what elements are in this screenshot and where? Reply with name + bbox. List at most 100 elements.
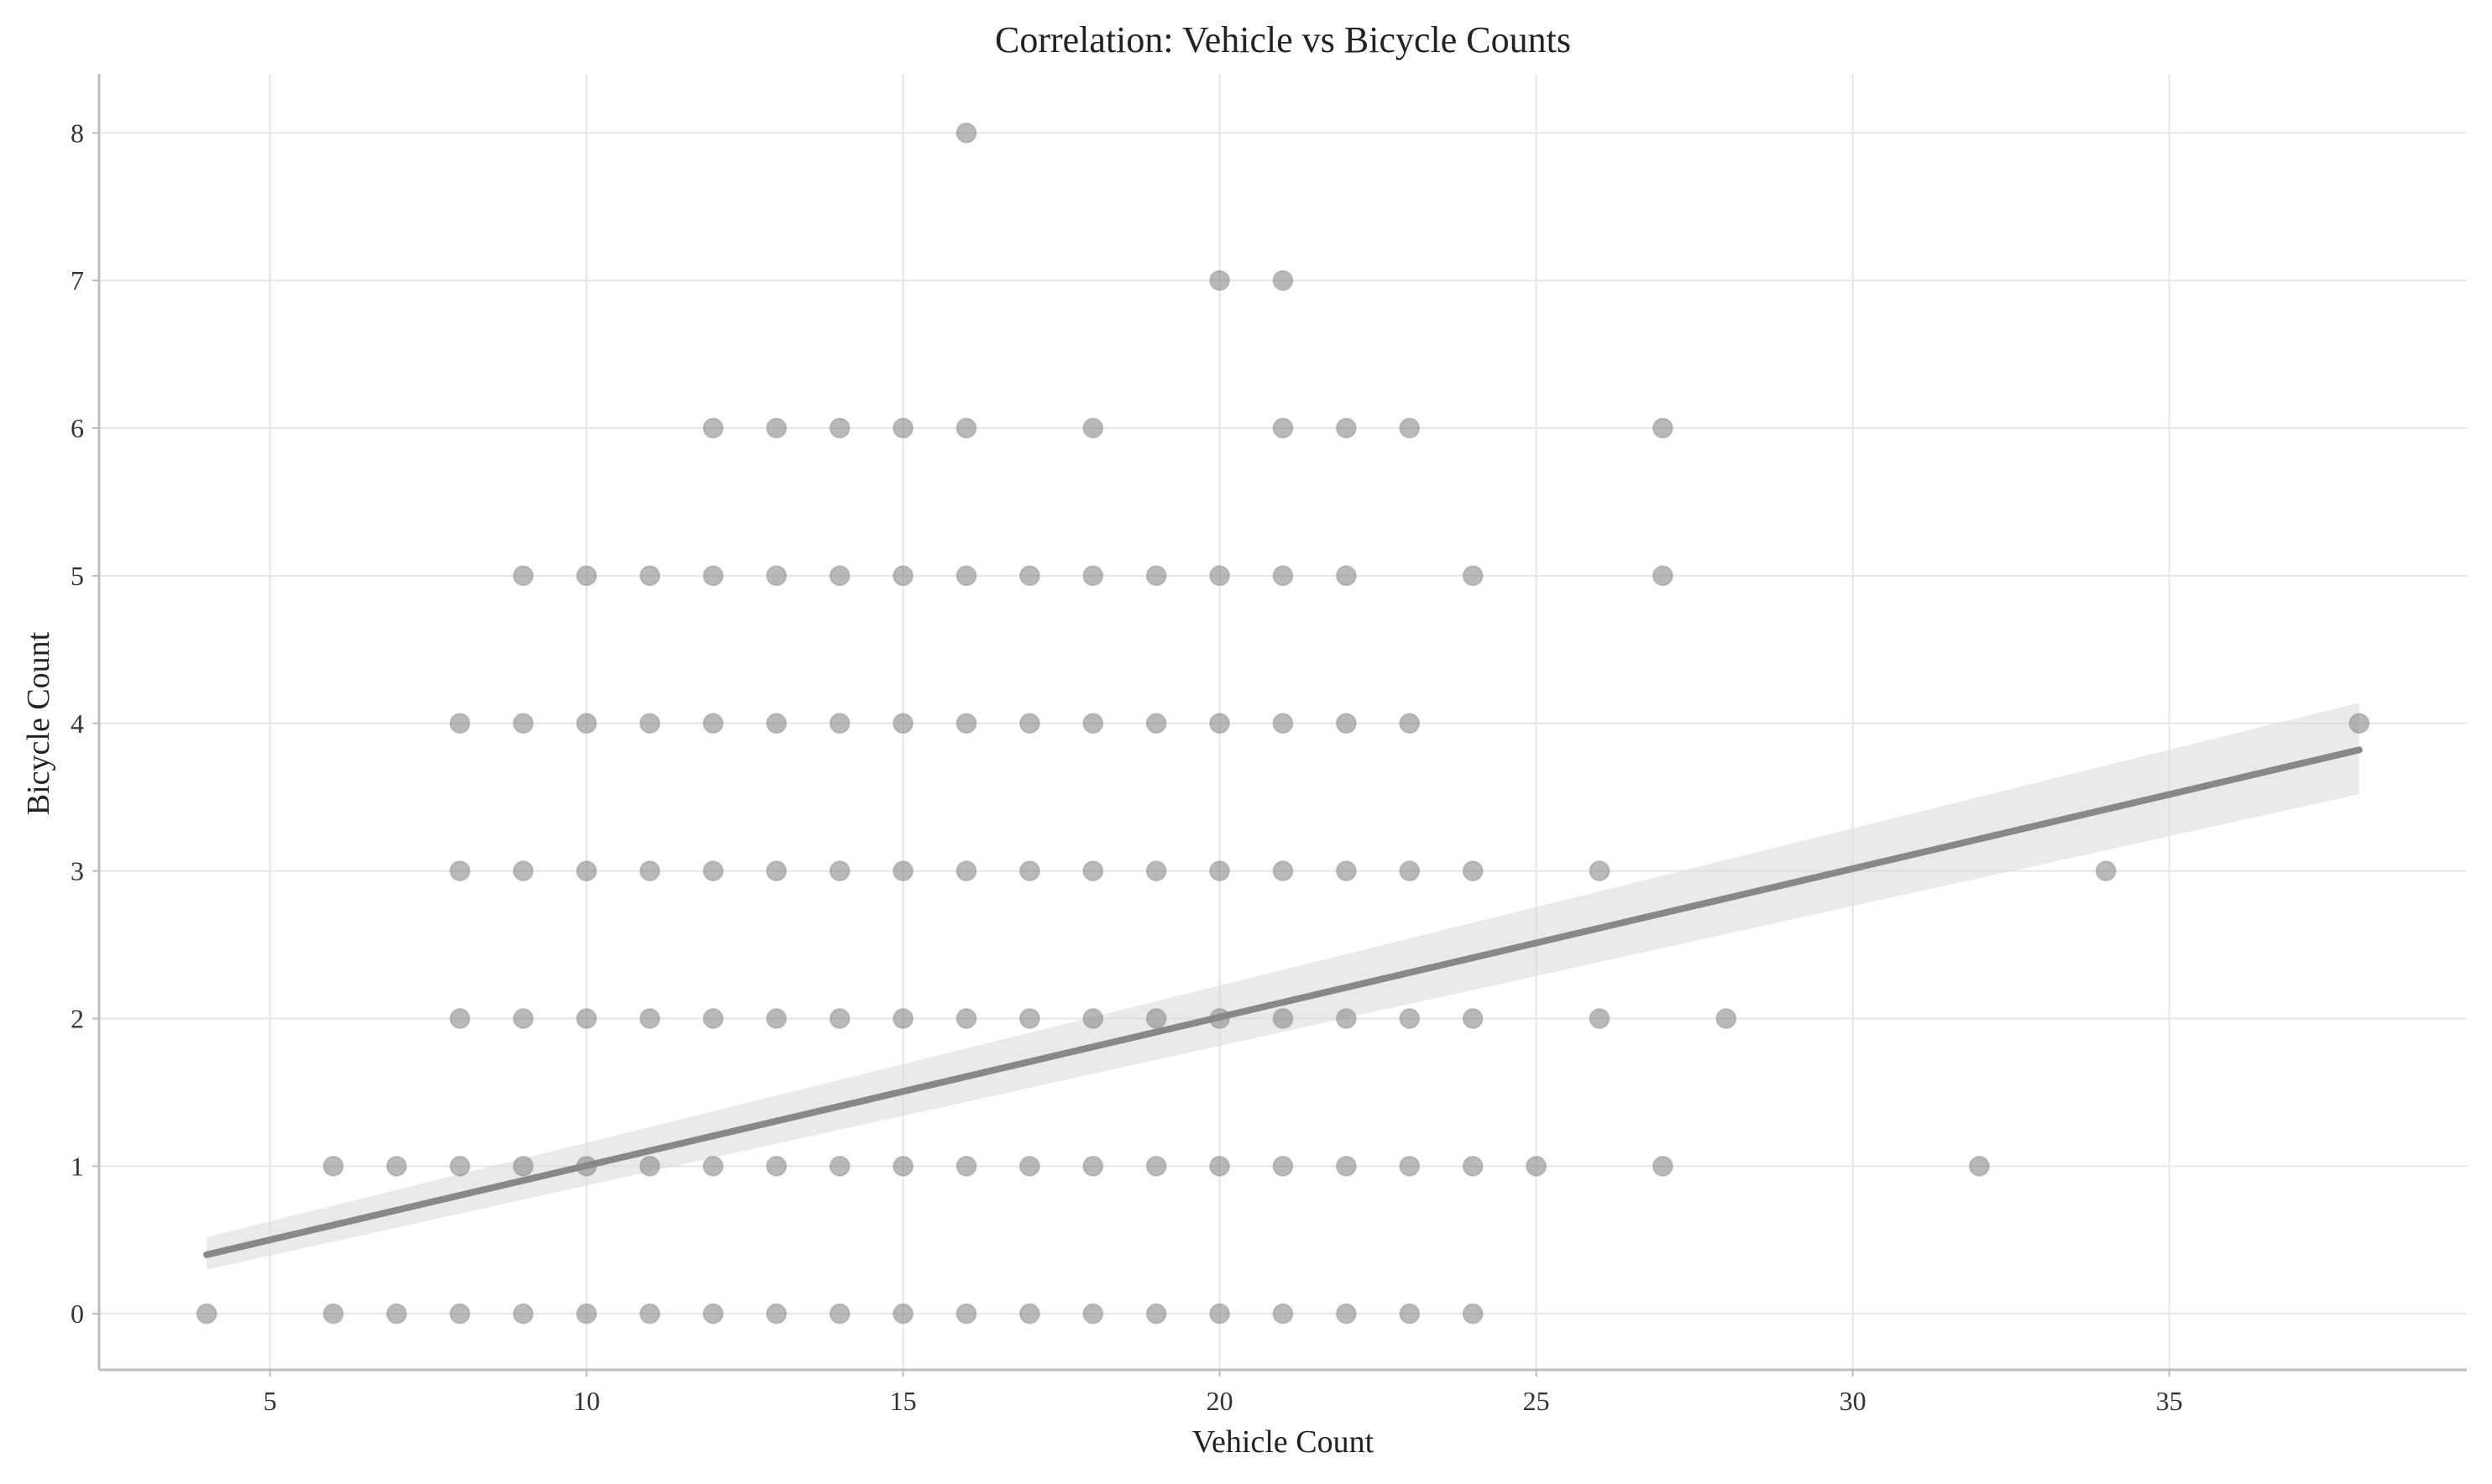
data-point bbox=[639, 1155, 661, 1177]
data-point bbox=[639, 860, 661, 882]
data-point bbox=[1082, 1303, 1104, 1325]
data-point bbox=[196, 1303, 217, 1325]
data-point bbox=[955, 1007, 977, 1029]
y-tick-label: 2 bbox=[71, 1003, 84, 1033]
data-point bbox=[829, 1007, 851, 1029]
data-point bbox=[576, 565, 598, 587]
data-point bbox=[1145, 1155, 1167, 1177]
regression-line bbox=[203, 746, 2363, 1258]
data-point bbox=[893, 417, 914, 439]
data-point bbox=[639, 1303, 661, 1325]
data-point bbox=[322, 1303, 344, 1325]
data-point bbox=[1209, 860, 1231, 882]
data-point bbox=[1082, 860, 1104, 882]
data-point bbox=[1335, 1303, 1357, 1325]
data-point bbox=[1082, 1007, 1104, 1029]
data-point bbox=[1272, 565, 1294, 587]
data-point bbox=[1462, 565, 1484, 587]
data-point bbox=[1272, 860, 1294, 882]
data-point bbox=[1082, 417, 1104, 439]
y-tick-label: 7 bbox=[71, 265, 84, 295]
data-point bbox=[1272, 269, 1294, 291]
data-point bbox=[512, 1303, 534, 1325]
data-point bbox=[576, 1303, 598, 1325]
data-point bbox=[1209, 1303, 1231, 1325]
data-point bbox=[1335, 1007, 1357, 1029]
x-tick-label: 15 bbox=[890, 1386, 917, 1416]
data-point bbox=[955, 565, 977, 587]
data-point bbox=[576, 860, 598, 882]
data-point bbox=[1082, 565, 1104, 587]
data-point bbox=[829, 565, 851, 587]
x-tick-label: 10 bbox=[573, 1386, 600, 1416]
data-point bbox=[1335, 565, 1357, 587]
data-point bbox=[955, 122, 977, 144]
chart-title: Correlation: Vehicle vs Bicycle Counts bbox=[995, 19, 1571, 60]
data-point bbox=[1272, 1007, 1294, 1029]
y-tick-label: 3 bbox=[71, 856, 84, 886]
data-point bbox=[1399, 713, 1421, 734]
data-point bbox=[1652, 417, 1673, 439]
data-point bbox=[1589, 1007, 1610, 1029]
data-point bbox=[766, 713, 788, 734]
data-point bbox=[955, 417, 977, 439]
data-point bbox=[766, 417, 788, 439]
data-point bbox=[1018, 565, 1040, 587]
data-point bbox=[512, 860, 534, 882]
data-point bbox=[766, 1007, 788, 1029]
data-point bbox=[1399, 417, 1421, 439]
data-point bbox=[955, 860, 977, 882]
data-point bbox=[702, 1155, 724, 1177]
data-point bbox=[955, 1303, 977, 1325]
data-point bbox=[829, 713, 851, 734]
confidence-band bbox=[207, 703, 2359, 1270]
y-tick-label: 5 bbox=[71, 561, 84, 591]
data-point bbox=[385, 1155, 407, 1177]
data-point bbox=[639, 1007, 661, 1029]
data-point bbox=[829, 1303, 851, 1325]
data-point bbox=[512, 565, 534, 587]
data-point bbox=[1082, 713, 1104, 734]
data-point bbox=[639, 565, 661, 587]
data-point bbox=[449, 713, 471, 734]
data-point bbox=[1589, 860, 1610, 882]
data-point bbox=[766, 860, 788, 882]
data-point bbox=[1715, 1007, 1737, 1029]
data-point bbox=[1968, 1155, 1990, 1177]
data-point bbox=[1335, 860, 1357, 882]
data-point bbox=[955, 1155, 977, 1177]
data-point bbox=[512, 1007, 534, 1029]
x-tick-label: 30 bbox=[1840, 1386, 1866, 1416]
data-point bbox=[766, 1155, 788, 1177]
data-point bbox=[955, 713, 977, 734]
data-point bbox=[1399, 1303, 1421, 1325]
data-point bbox=[702, 713, 724, 734]
x-tick-label: 25 bbox=[1523, 1386, 1550, 1416]
data-point bbox=[893, 1007, 914, 1029]
y-tick-label: 0 bbox=[71, 1298, 84, 1329]
data-point bbox=[1209, 713, 1231, 734]
data-point bbox=[1209, 269, 1231, 291]
data-point bbox=[1462, 1007, 1484, 1029]
data-point bbox=[766, 565, 788, 587]
data-point bbox=[1018, 1303, 1040, 1325]
data-point bbox=[702, 417, 724, 439]
data-point bbox=[1462, 1155, 1484, 1177]
data-point bbox=[1335, 417, 1357, 439]
data-point bbox=[1399, 1007, 1421, 1029]
data-point bbox=[1145, 860, 1167, 882]
y-axis-ticks: 0 1 2 3 4 5 6 7 8 bbox=[71, 118, 99, 1329]
data-point bbox=[1526, 1155, 1547, 1177]
data-point bbox=[385, 1303, 407, 1325]
data-point bbox=[893, 860, 914, 882]
data-point bbox=[893, 1303, 914, 1325]
data-point bbox=[449, 1303, 471, 1325]
data-point bbox=[893, 1155, 914, 1177]
data-point bbox=[1018, 1155, 1040, 1177]
x-axis-ticks: 5 10 15 20 25 30 35 bbox=[264, 1370, 2183, 1416]
data-point bbox=[1335, 1155, 1357, 1177]
data-point bbox=[512, 713, 534, 734]
data-point bbox=[1145, 1303, 1167, 1325]
data-point bbox=[1462, 1303, 1484, 1325]
